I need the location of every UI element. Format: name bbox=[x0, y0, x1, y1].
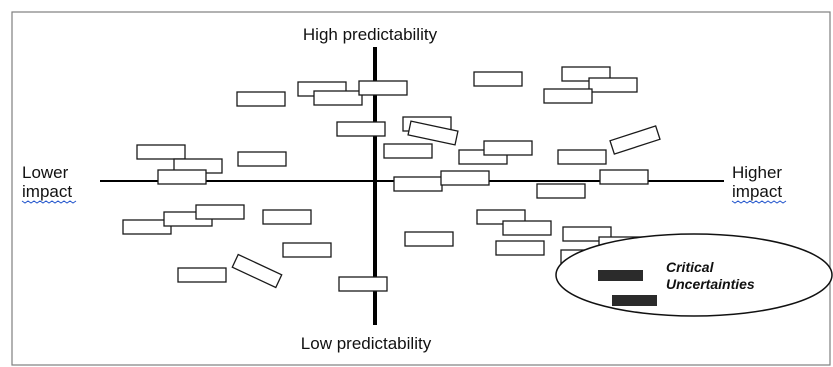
critical-uncertainties-label-line1: Critical bbox=[666, 259, 715, 275]
low-predictability-label: Low predictability bbox=[301, 334, 432, 353]
uncertainty-box bbox=[236, 91, 286, 107]
uncertainty-box bbox=[336, 121, 386, 137]
uncertainty-box bbox=[195, 204, 245, 220]
uncertainty-box bbox=[262, 209, 312, 225]
uncertainty-box bbox=[404, 231, 454, 247]
uncertainty-box bbox=[536, 183, 586, 199]
lower-impact-label-line2: impact bbox=[22, 182, 72, 201]
spellcheck-underline bbox=[731, 200, 787, 204]
uncertainty-box bbox=[495, 240, 545, 256]
uncertainty-box bbox=[407, 120, 459, 146]
uncertainty-box bbox=[393, 176, 443, 192]
uncertainty-box bbox=[483, 140, 533, 156]
critical-uncertainties-callout: Critical Uncertainties bbox=[555, 233, 833, 317]
uncertainty-box bbox=[557, 149, 607, 165]
uncertainty-box bbox=[231, 253, 283, 289]
lower-impact-label-line1: Lower bbox=[22, 163, 69, 182]
uncertainty-box bbox=[358, 80, 408, 96]
uncertainty-box bbox=[440, 170, 490, 186]
uncertainty-box bbox=[473, 71, 523, 87]
uncertainty-box bbox=[282, 242, 332, 258]
critical-uncertainties-ellipse bbox=[555, 233, 833, 317]
uncertainty-box bbox=[122, 219, 172, 235]
spellcheck-underline bbox=[21, 200, 77, 204]
uncertainty-boxes bbox=[122, 66, 661, 292]
critical-marker bbox=[598, 270, 643, 281]
higher-impact-label-line2: impact bbox=[732, 182, 782, 201]
uncertainty-box bbox=[609, 125, 661, 155]
uncertainty-box bbox=[237, 151, 287, 167]
uncertainty-box bbox=[136, 144, 186, 160]
uncertainty-box bbox=[502, 220, 552, 236]
uncertainty-box bbox=[543, 88, 593, 104]
critical-uncertainties-label-line2: Uncertainties bbox=[666, 276, 755, 292]
uncertainty-box bbox=[177, 267, 227, 283]
uncertainty-box bbox=[588, 77, 638, 93]
critical-marker bbox=[612, 295, 657, 306]
uncertainty-box bbox=[157, 169, 207, 185]
uncertainty-box bbox=[338, 276, 388, 292]
uncertainty-box bbox=[599, 169, 649, 185]
uncertainty-box bbox=[313, 90, 363, 106]
higher-impact-label-line1: Higher bbox=[732, 163, 782, 182]
high-predictability-label: High predictability bbox=[303, 25, 438, 44]
uncertainty-box bbox=[383, 143, 433, 159]
